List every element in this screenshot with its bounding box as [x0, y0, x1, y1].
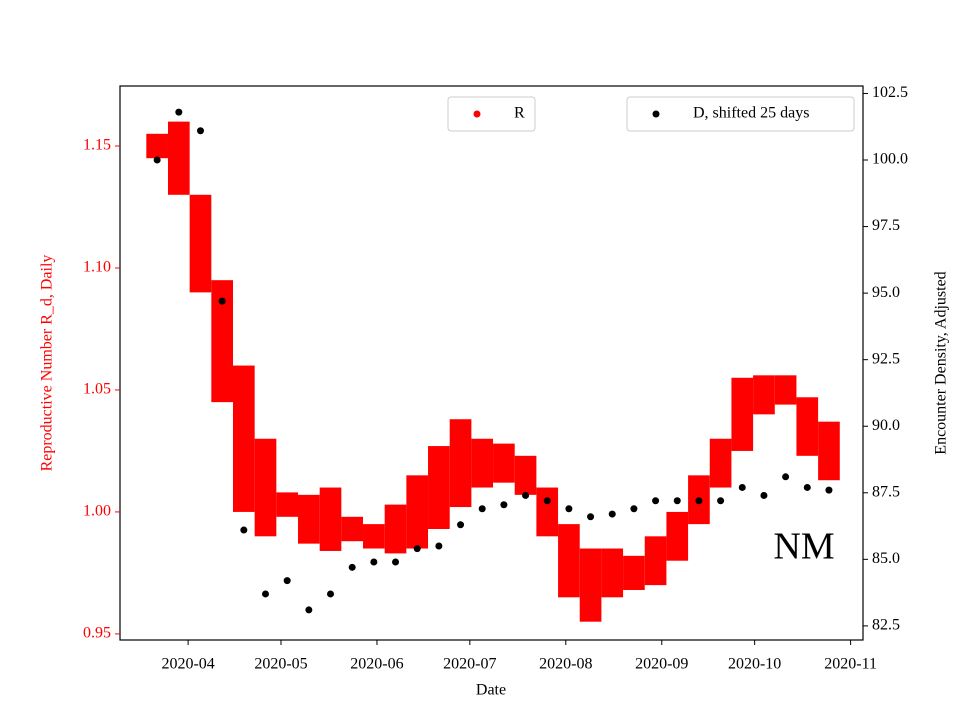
r-band: [406, 475, 429, 549]
y-tick-label: 1.15: [83, 137, 111, 154]
y2-axis-label: Encounter Density, Adjusted: [933, 271, 950, 454]
d-point: [240, 526, 248, 534]
d-point: [435, 542, 443, 550]
r-band: [232, 365, 255, 512]
y-tick-label: 1.05: [83, 381, 111, 398]
d-point: [283, 577, 291, 585]
r-band: [666, 511, 689, 561]
plot-frame: [119, 85, 864, 641]
y2-tick-label: 97.5: [872, 217, 900, 234]
r-band: [493, 443, 515, 483]
y2-tick-label: 90.0: [872, 417, 900, 434]
d-point: [587, 513, 595, 521]
r-band: [449, 419, 472, 508]
y2-tick-label: 92.5: [872, 350, 900, 367]
d-point: [695, 497, 703, 505]
r-band: [298, 494, 320, 544]
r-band: [254, 438, 277, 537]
r-band: [514, 455, 537, 495]
r-band: [796, 397, 819, 456]
r-band: [753, 375, 775, 415]
annotation: NM: [773, 526, 834, 568]
d-point: [500, 501, 508, 509]
d-point: [825, 486, 833, 494]
r-band: [818, 421, 840, 481]
d-point: [630, 505, 638, 513]
x-tick-label: 2020-04: [161, 656, 214, 673]
d-point: [673, 497, 681, 505]
x-tick-label: 2020-05: [254, 656, 307, 673]
legend-marker: [652, 110, 660, 118]
d-point: [543, 497, 551, 505]
d-point: [348, 563, 356, 571]
y-tick-label: 1.00: [83, 503, 111, 520]
r-band: [644, 536, 667, 586]
y2-tick-label: 95.0: [872, 284, 900, 301]
legend-marker: [473, 110, 481, 118]
d-point: [782, 473, 790, 481]
r-band: [579, 548, 602, 622]
d-point: [196, 127, 204, 135]
d-point: [218, 297, 226, 305]
x-tick-label: 2020-08: [539, 656, 592, 673]
x-tick-label: 2020-10: [728, 656, 781, 673]
d-point: [153, 156, 161, 164]
y2-tick-label: 82.5: [872, 617, 900, 634]
d-point: [327, 590, 335, 598]
y2-tick-label: 87.5: [872, 483, 900, 500]
x-tick-label: 2020-09: [635, 656, 688, 673]
r-band: [709, 438, 732, 488]
x-tick-label: 2020-07: [443, 656, 496, 673]
r-band: [471, 438, 494, 488]
d-point: [760, 491, 768, 499]
legend-box: [447, 96, 536, 132]
d-point: [478, 505, 486, 513]
r-band: [774, 375, 797, 405]
r-band: [731, 377, 754, 451]
r-band: [601, 548, 624, 598]
r-band: [167, 121, 190, 195]
legend-label: D, shifted 25 days: [693, 105, 809, 122]
d-point: [608, 510, 616, 518]
d-point: [370, 558, 378, 566]
d-point: [565, 505, 573, 513]
r-band: [384, 504, 407, 554]
d-point: [305, 606, 313, 614]
legend-box: [626, 96, 855, 132]
d-point: [652, 497, 660, 505]
r-band: [189, 194, 212, 293]
d-point: [413, 545, 421, 553]
y-tick-label: 1.10: [83, 259, 111, 276]
x-tick-label: 2020-11: [824, 656, 877, 673]
legend-label: R: [514, 105, 525, 122]
x-axis-label: Date: [476, 682, 506, 699]
d-point: [392, 558, 400, 566]
y-tick-label: 0.95: [83, 625, 111, 642]
d-point: [738, 483, 746, 491]
d-point: [522, 491, 530, 499]
r-band: [276, 492, 299, 517]
r-band: [146, 133, 168, 159]
d-point: [803, 483, 811, 491]
r-band: [341, 516, 364, 542]
d-point: [717, 497, 725, 505]
d-point: [175, 108, 183, 116]
y2-tick-label: 100.0: [872, 151, 908, 168]
d-point: [457, 521, 465, 529]
r-band: [558, 524, 580, 598]
r-band: [536, 487, 559, 537]
d-point: [262, 590, 270, 598]
y2-tick-label: 85.0: [872, 550, 900, 567]
y2-tick-label: 102.5: [872, 84, 908, 101]
r-band: [319, 487, 342, 551]
r-band: [363, 524, 385, 549]
r-band: [428, 446, 450, 530]
y-axis-label: Reproductive Number R_d, Daily: [39, 255, 56, 472]
x-tick-label: 2020-06: [350, 656, 403, 673]
r-band: [623, 555, 645, 590]
r-band: [211, 280, 233, 403]
legend: D, shifted 25 days: [626, 96, 855, 132]
legend: R: [447, 96, 536, 132]
